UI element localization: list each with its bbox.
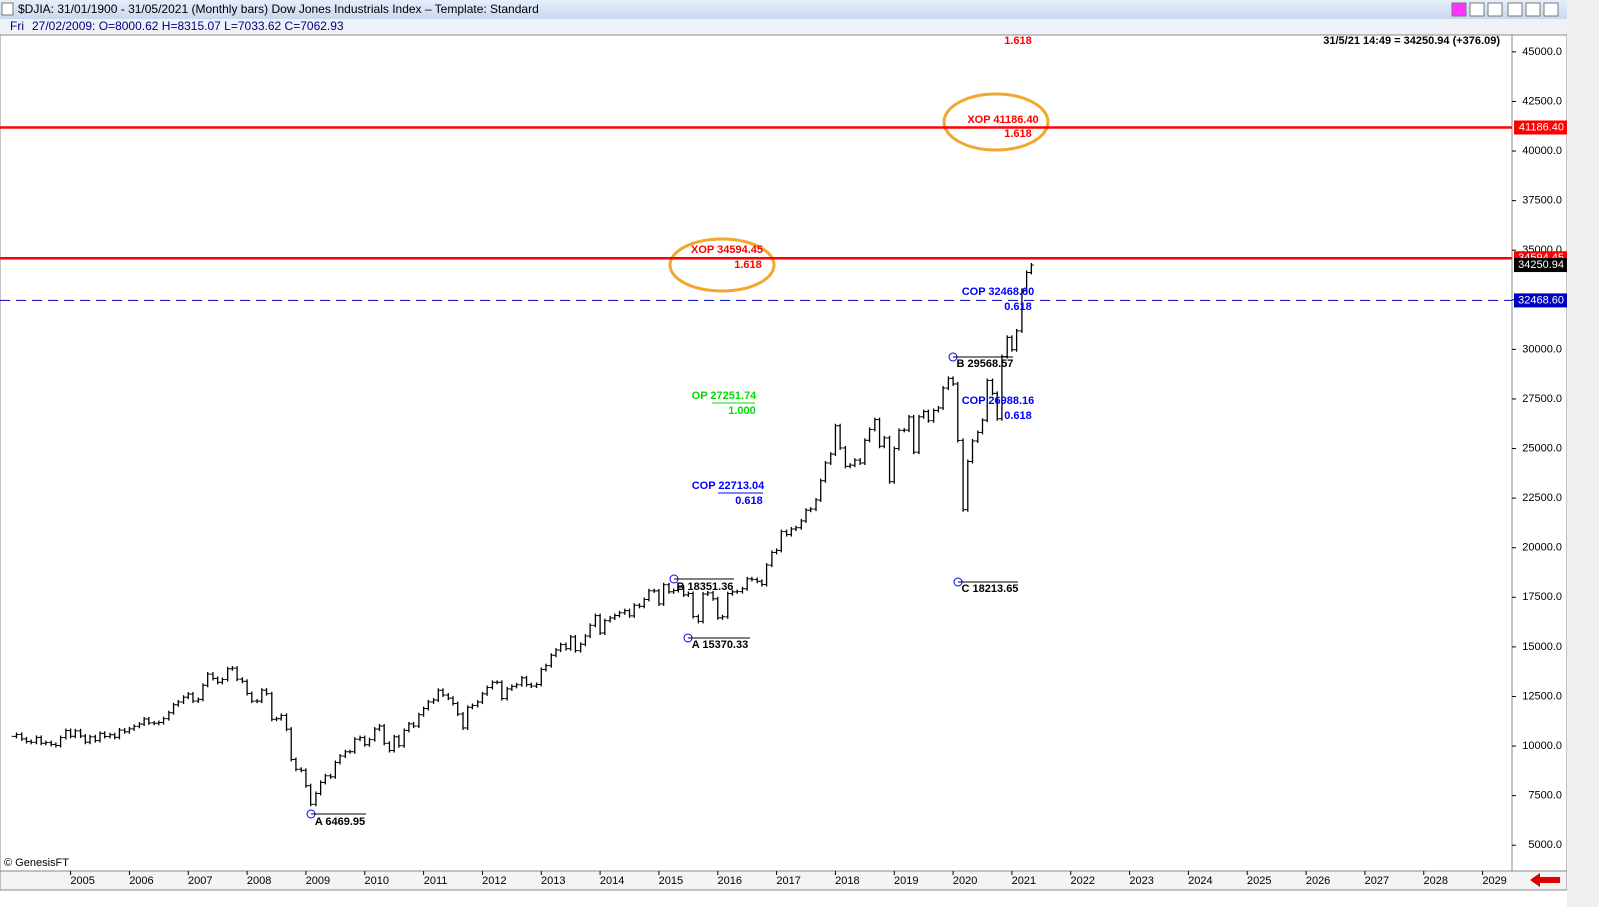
annotation: 0.618 bbox=[1004, 301, 1032, 313]
x-tick-label: 2017 bbox=[776, 875, 800, 887]
annotation: XOP 34594.45 bbox=[691, 244, 763, 256]
annotation: COP 32468.60 bbox=[962, 286, 1035, 298]
annotation: 1.618 bbox=[734, 259, 762, 271]
x-tick-label: 2025 bbox=[1247, 875, 1271, 887]
x-tick-label: 2007 bbox=[188, 875, 212, 887]
last-price-box bbox=[1514, 258, 1567, 273]
x-tick-label: 2027 bbox=[1365, 875, 1389, 887]
margin bbox=[1567, 0, 1599, 907]
plot-area bbox=[0, 34, 1513, 872]
y-tick-label: 42500.0 bbox=[1522, 95, 1562, 107]
info-bar bbox=[0, 19, 1567, 35]
y-axis-area bbox=[1511, 34, 1568, 872]
annotation: 0.618 bbox=[735, 495, 763, 507]
button[interactable] bbox=[1487, 2, 1503, 17]
y-tick-label: 37500.0 bbox=[1522, 195, 1562, 207]
annotation: C 18213.65 bbox=[962, 583, 1019, 595]
x-tick-label: 2013 bbox=[541, 875, 565, 887]
credit: © GenesisFT bbox=[4, 857, 69, 869]
annotation: A 15370.33 bbox=[692, 639, 748, 651]
scroll-arrow[interactable] bbox=[1530, 873, 1560, 887]
annotation: COP 26988.16 bbox=[962, 395, 1035, 407]
quote: 31/5/21 14:49 = 34250.94 (+376.09) bbox=[1323, 35, 1500, 47]
x-tick-label: 2021 bbox=[1012, 875, 1036, 887]
level-label: 41186.40 bbox=[1519, 121, 1564, 133]
x-tick-label: 2009 bbox=[306, 875, 330, 887]
x-tick-label: 2011 bbox=[424, 875, 448, 887]
x-tick-label: 2023 bbox=[1129, 875, 1153, 887]
y-tick-label: 15000.0 bbox=[1522, 641, 1562, 653]
x-tick-label: 2010 bbox=[365, 875, 389, 887]
x-tick-label: 2012 bbox=[482, 875, 506, 887]
highlight-ellipse bbox=[668, 237, 776, 293]
x-tick-label: 2006 bbox=[129, 875, 153, 887]
y-tick-label: 7500.0 bbox=[1528, 790, 1562, 802]
highlight-ellipse bbox=[942, 92, 1050, 152]
window-buttons bbox=[1451, 2, 1559, 17]
y-tick-label: 45000.0 bbox=[1522, 46, 1562, 58]
button[interactable] bbox=[1543, 2, 1559, 17]
x-tick-label: 2015 bbox=[659, 875, 683, 887]
annotation: XOP 41186.40 bbox=[967, 114, 1038, 126]
x-tick-label: 2022 bbox=[1071, 875, 1095, 887]
x-tick-label: 2020 bbox=[953, 875, 977, 887]
annotation: 1.000 bbox=[728, 405, 756, 417]
annotation: 0.618 bbox=[1004, 410, 1032, 422]
x-tick-label: 2005 bbox=[70, 875, 94, 887]
x-tick-label: 2016 bbox=[718, 875, 742, 887]
annotation: 1.618 bbox=[1004, 35, 1032, 47]
button[interactable] bbox=[1507, 2, 1523, 17]
y-tick-label: 17500.0 bbox=[1522, 591, 1562, 603]
annotation: 1.618 bbox=[1004, 128, 1032, 140]
x-tick-label: 2028 bbox=[1424, 875, 1448, 887]
y-tick-label: 30000.0 bbox=[1522, 343, 1562, 355]
level-label-box bbox=[1514, 120, 1567, 135]
y-tick-label: 27500.0 bbox=[1522, 393, 1562, 405]
button[interactable] bbox=[1525, 2, 1541, 17]
icon bbox=[1, 2, 14, 16]
annotation: A 6469.95 bbox=[315, 816, 365, 828]
y-tick-label: 20000.0 bbox=[1522, 542, 1562, 554]
info-day: Fri bbox=[10, 19, 24, 33]
button[interactable] bbox=[1469, 2, 1485, 17]
x-tick-label: 2029 bbox=[1482, 875, 1506, 887]
annotation: B 18351.36 bbox=[677, 581, 734, 593]
y-tick-label: 5000.0 bbox=[1528, 839, 1562, 851]
bars bbox=[11, 263, 1034, 807]
x-tick-label: 2014 bbox=[600, 875, 624, 887]
annotation: COP 22713.04 bbox=[692, 480, 765, 492]
x-tick-label: 2018 bbox=[835, 875, 859, 887]
y-tick-label: 22500.0 bbox=[1522, 492, 1562, 504]
info: 27/02/2009: O=8000.62 H=8315.07 L=7033.6… bbox=[32, 19, 344, 33]
x-tick-label: 2008 bbox=[247, 875, 271, 887]
y-tick-label: 12500.0 bbox=[1522, 690, 1562, 702]
annotation: OP 27251.74 bbox=[692, 390, 758, 402]
y-tick-label: 10000.0 bbox=[1522, 740, 1562, 752]
chart-title: $DJIA: 31/01/1900 - 31/05/2021 (Monthly … bbox=[18, 2, 539, 16]
annotation: B 29568.57 bbox=[957, 358, 1014, 370]
last-price-label: 34250.94 bbox=[1518, 259, 1564, 271]
x-tick-label: 2019 bbox=[894, 875, 918, 887]
level-label-box bbox=[1514, 293, 1567, 308]
x-tick-label: 2024 bbox=[1188, 875, 1212, 887]
button[interactable] bbox=[1451, 2, 1467, 17]
x-tick-label: 2026 bbox=[1306, 875, 1330, 887]
title-bar bbox=[0, 0, 1567, 19]
y-tick-label: 40000.0 bbox=[1522, 145, 1562, 157]
level-label: 32468.60 bbox=[1518, 294, 1564, 306]
y-tick-label: 25000.0 bbox=[1522, 442, 1562, 454]
